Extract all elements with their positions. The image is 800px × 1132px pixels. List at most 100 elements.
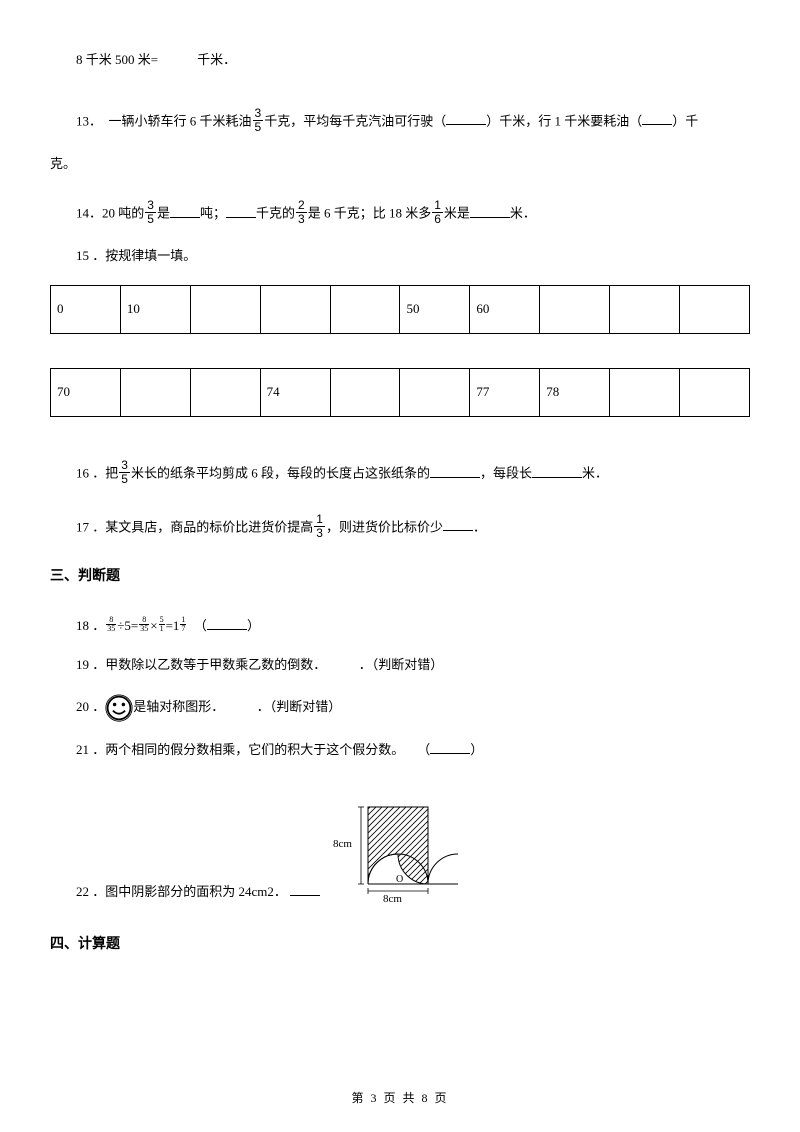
frac-n: 1 xyxy=(432,199,443,213)
q21: 21 ．两个相同的假分数相乘，它们的积大于这个假分数。 （ ） xyxy=(50,740,750,761)
q13-num: 13 xyxy=(76,113,89,128)
cell xyxy=(330,286,400,334)
frac-d: 7 xyxy=(180,625,186,633)
t: 17 ．某文具店，商品的标价比进货价提高 xyxy=(76,519,313,534)
cell xyxy=(260,286,330,334)
frac-d: 1 xyxy=(159,625,165,633)
section-3-heading: 三、判断题 xyxy=(50,564,750,586)
cell xyxy=(540,286,610,334)
cell xyxy=(120,369,190,417)
q13-line2: 克。 xyxy=(50,154,750,175)
q22-figure: 8cm 8cm O xyxy=(328,789,478,911)
q13: 13． 一辆小轿车行 6 千米耗油35千克，平均每千克汽油可行驶（ ）千米，行 1… xyxy=(50,109,750,136)
cell xyxy=(610,369,680,417)
q15: 15 ．按规律填一填。 xyxy=(50,246,750,267)
q14: 14．20 吨的35是吨；千克的23是 6 千克；比 18 米多16米是米． xyxy=(50,201,750,228)
origin-label: O xyxy=(396,874,403,885)
sequence-table-1: 0 10 50 60 xyxy=(50,285,750,334)
blank xyxy=(532,465,582,478)
t: 米长的纸条平均剪成 6 段，每段的长度占这张纸条的 xyxy=(131,466,430,481)
q14-pre: ．20 吨的 xyxy=(89,206,144,221)
q14-f2: 23 xyxy=(296,199,307,226)
q17-frac: 13 xyxy=(314,513,325,540)
cell: 74 xyxy=(260,369,330,417)
sequence-table-2: 70 74 77 78 xyxy=(50,368,750,417)
frac-n: 3 xyxy=(119,459,130,473)
frac-n: 3 xyxy=(253,107,264,121)
t: 吨； xyxy=(200,206,226,221)
t: 20 ． xyxy=(76,699,105,714)
blank xyxy=(430,741,470,754)
q13-pre: ． 一辆小轿车行 6 千米耗油 xyxy=(89,113,252,128)
frac-d: 35 xyxy=(106,625,116,633)
t: × xyxy=(150,618,157,633)
t: 18 ． xyxy=(76,618,105,633)
blank xyxy=(170,205,200,218)
frac-d: 5 xyxy=(253,121,264,134)
t: 千克的 xyxy=(256,206,295,221)
t: 21 ．两个相同的假分数相乘，它们的积大于这个假分数。 （ xyxy=(76,742,430,757)
frac-d: 3 xyxy=(296,213,307,226)
t: ． xyxy=(473,519,486,534)
cell xyxy=(190,369,260,417)
cell xyxy=(610,286,680,334)
frac-d: 6 xyxy=(432,213,443,226)
frac-d: 5 xyxy=(145,213,156,226)
blank xyxy=(207,617,247,630)
q12-tail: 8 千米 500 米= 千米． xyxy=(50,50,750,71)
blank xyxy=(642,112,672,125)
q13-mid: 千克，平均每千克汽油可行驶（ xyxy=(264,113,446,128)
table-row: 70 74 77 78 xyxy=(51,369,750,417)
cell: 60 xyxy=(470,286,540,334)
frac-d: 5 xyxy=(119,473,130,486)
t: 是 6 千克；比 18 米多 xyxy=(308,206,432,221)
q13-frac: 35 xyxy=(253,107,264,134)
cell xyxy=(330,369,400,417)
blank xyxy=(430,465,480,478)
q16: 16 ．把35米长的纸条平均剪成 6 段，每段的长度占这张纸条的，每段长米． xyxy=(50,461,750,488)
frac-n: 3 xyxy=(145,199,156,213)
f: 835 xyxy=(139,616,149,633)
t: （ xyxy=(187,618,207,633)
smiley-icon xyxy=(105,694,133,722)
blank xyxy=(443,518,473,531)
page-footer: 第 3 页 共 8 页 xyxy=(0,1089,800,1108)
cell xyxy=(680,286,750,334)
blank xyxy=(470,205,510,218)
cell: 77 xyxy=(470,369,540,417)
cell: 10 xyxy=(120,286,190,334)
cell: 0 xyxy=(51,286,121,334)
blank xyxy=(290,883,320,896)
q16-frac: 35 xyxy=(119,459,130,486)
frac-n: 1 xyxy=(314,513,325,527)
t: 是 xyxy=(157,206,170,221)
cell xyxy=(680,369,750,417)
frac-d: 35 xyxy=(139,625,149,633)
q19: 19 ．甲数除以乙数等于甲数乘乙数的倒数． ．（判断对错） xyxy=(50,655,750,676)
table-row: 0 10 50 60 xyxy=(51,286,750,334)
dim-v: 8cm xyxy=(333,838,352,850)
t: ÷5= xyxy=(117,618,138,633)
frac-d: 3 xyxy=(314,527,325,540)
t: ） xyxy=(470,742,483,757)
section-4-heading: 四、计算题 xyxy=(50,932,750,954)
t: ） xyxy=(247,618,260,633)
q13-b1s: ）千米，行 1 千米要耗油（ xyxy=(486,113,642,128)
cell: 50 xyxy=(400,286,470,334)
f: 51 xyxy=(159,616,165,633)
frac-n: 2 xyxy=(296,199,307,213)
q14-f1: 35 xyxy=(145,199,156,226)
t: 米是 xyxy=(444,206,470,221)
t: 是轴对称图形． ．（判断对错） xyxy=(133,699,341,714)
q18: 18 ．835÷5=835×51=117 （） xyxy=(50,616,750,637)
t: 米． xyxy=(582,466,608,481)
cell xyxy=(190,286,260,334)
t: 22 ．图中阴影部分的面积为 24cm2． xyxy=(76,884,287,899)
t: =1 xyxy=(166,618,180,633)
q14-num: 14 xyxy=(76,206,89,221)
f: 17 xyxy=(180,616,186,633)
dim-h: 8cm xyxy=(383,893,402,904)
cell: 78 xyxy=(540,369,610,417)
q14-f3: 16 xyxy=(432,199,443,226)
blank xyxy=(226,205,256,218)
